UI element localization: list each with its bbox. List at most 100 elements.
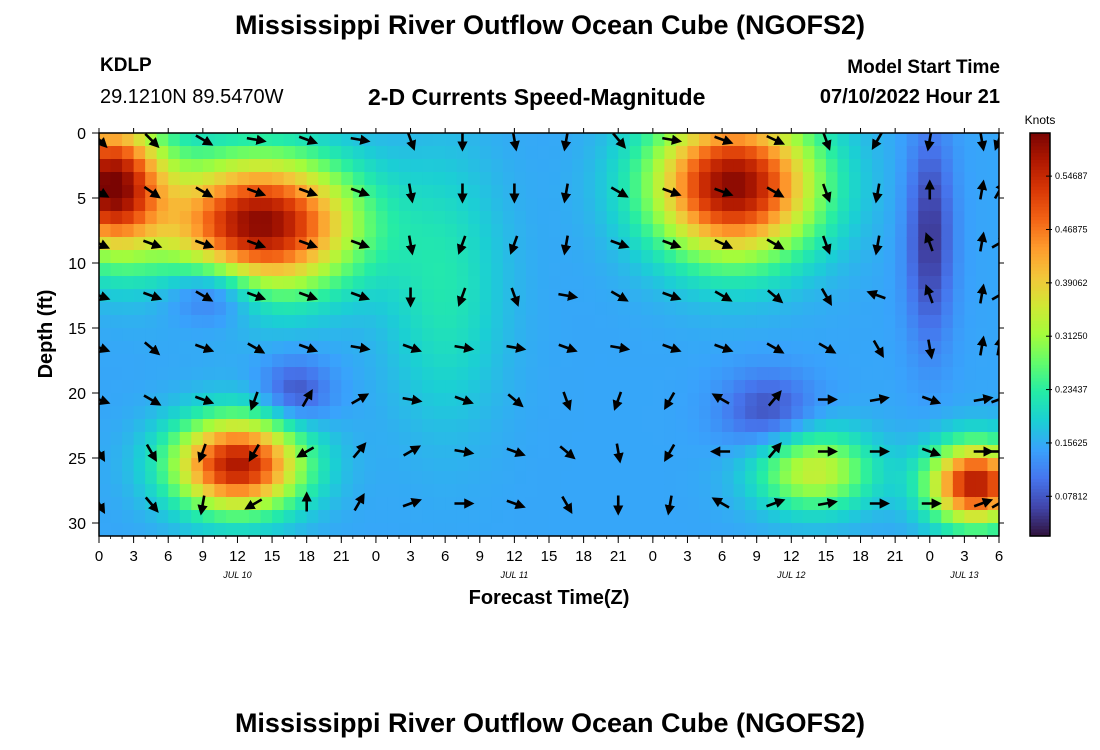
heatmap-cell: [318, 497, 331, 511]
heatmap-cell: [318, 237, 331, 251]
heatmap-cell: [502, 458, 515, 472]
colorbar-segment: [1030, 354, 1050, 359]
heatmap-cell: [768, 432, 781, 446]
heatmap-cell: [664, 172, 677, 186]
heatmap-cell: [156, 146, 169, 160]
heatmap-cell: [849, 367, 862, 381]
heatmap-cell: [710, 367, 723, 381]
heatmap-cell: [237, 393, 250, 407]
heatmap-cell: [652, 432, 665, 446]
heatmap-cell: [422, 237, 435, 251]
heatmap-cell: [872, 159, 885, 173]
heatmap-cell: [410, 263, 423, 277]
heatmap-cell: [179, 484, 192, 498]
current-vector-arrow: [821, 133, 832, 151]
heatmap-cell: [99, 484, 112, 498]
heatmap-cell: [237, 211, 250, 225]
current-vector-arrow: [612, 391, 623, 411]
heatmap-cell: [756, 432, 769, 446]
heatmap-cell: [710, 224, 723, 238]
heatmap-cell: [560, 380, 573, 394]
heatmap-cell: [387, 445, 400, 459]
colorbar-segment: [1030, 398, 1050, 403]
heatmap-cell: [756, 250, 769, 264]
heatmap-cell: [814, 523, 827, 536]
heatmap-cell: [664, 159, 677, 173]
heatmap-cell: [872, 250, 885, 264]
heatmap-cell: [456, 328, 469, 342]
heatmap-cell: [929, 354, 942, 368]
heatmap-cell: [122, 133, 135, 147]
heatmap-cell: [595, 510, 608, 524]
heatmap-cell: [352, 458, 365, 472]
heatmap-cell: [202, 328, 215, 342]
heatmap-cell: [260, 172, 273, 186]
heatmap-cell: [422, 471, 435, 485]
heatmap-cell: [329, 497, 342, 511]
current-vector-arrow: [246, 187, 267, 197]
current-vector-arrow: [871, 133, 883, 151]
heatmap-cell: [145, 419, 158, 433]
heatmap-cell: [779, 289, 792, 303]
heatmap-cell: [525, 328, 539, 342]
colorbar-segment: [1030, 324, 1050, 329]
heatmap-cell: [675, 276, 689, 290]
heatmap-cell: [849, 523, 862, 536]
heatmap-cell: [352, 263, 365, 277]
colorbar-segment: [1030, 448, 1050, 453]
heatmap-cell: [306, 198, 319, 212]
heatmap-cell: [837, 263, 850, 277]
heatmap-cell: [225, 523, 239, 536]
heatmap-cell: [572, 315, 585, 329]
heatmap-cell: [918, 484, 931, 498]
current-vector-arrow: [872, 183, 883, 204]
heatmap-cell: [906, 471, 919, 485]
heatmap-cell: [133, 419, 146, 433]
heatmap-cell: [525, 211, 539, 225]
heatmap-cell: [872, 146, 885, 160]
heatmap-cell: [583, 224, 596, 238]
heatmap-cell: [814, 328, 827, 342]
heatmap-cell: [549, 289, 562, 303]
heatmap-cell: [364, 354, 377, 368]
heatmap-cell: [756, 445, 769, 459]
heatmap-cell: [249, 484, 262, 498]
heatmap-cell: [849, 510, 862, 524]
heatmap-cell: [791, 328, 804, 342]
heatmap-cell: [872, 354, 885, 368]
heatmap-cell: [387, 341, 400, 355]
heatmap-cell: [664, 198, 677, 212]
heatmap-cell: [837, 133, 850, 147]
heatmap-cell: [329, 198, 342, 212]
colorbar-segment: [1030, 381, 1050, 386]
heatmap-cell: [341, 211, 354, 225]
heatmap-cell: [399, 224, 412, 238]
heatmap-cell: [918, 250, 931, 264]
heatmap-cell: [491, 237, 504, 251]
heatmap-cell: [168, 484, 181, 498]
heatmap-cell: [99, 211, 112, 225]
heatmap-cell: [456, 471, 469, 485]
heatmap-cell: [837, 172, 850, 186]
heatmap-cell: [733, 172, 746, 186]
heatmap-cell: [941, 341, 954, 355]
heatmap-cell: [479, 458, 492, 472]
current-vector-arrow: [142, 291, 163, 301]
heatmap-cell: [514, 315, 527, 329]
heatmap-cell: [699, 289, 712, 303]
heatmap-cell: [525, 263, 539, 277]
heatmap-cell: [560, 354, 573, 368]
heatmap-cell: [975, 419, 989, 433]
heatmap-cell: [791, 523, 804, 536]
heatmap-cell: [618, 406, 631, 420]
heatmap-cell: [975, 146, 989, 160]
current-vector-arrow: [405, 183, 416, 204]
heatmap-cell: [768, 484, 781, 498]
heatmap-cell: [283, 224, 296, 238]
heatmap-cell: [629, 172, 642, 186]
heatmap-cell: [433, 263, 446, 277]
heatmap-cell: [352, 406, 365, 420]
heatmap-cell: [249, 263, 262, 277]
heatmap-cell: [375, 458, 389, 472]
heatmap-cell: [318, 302, 331, 316]
